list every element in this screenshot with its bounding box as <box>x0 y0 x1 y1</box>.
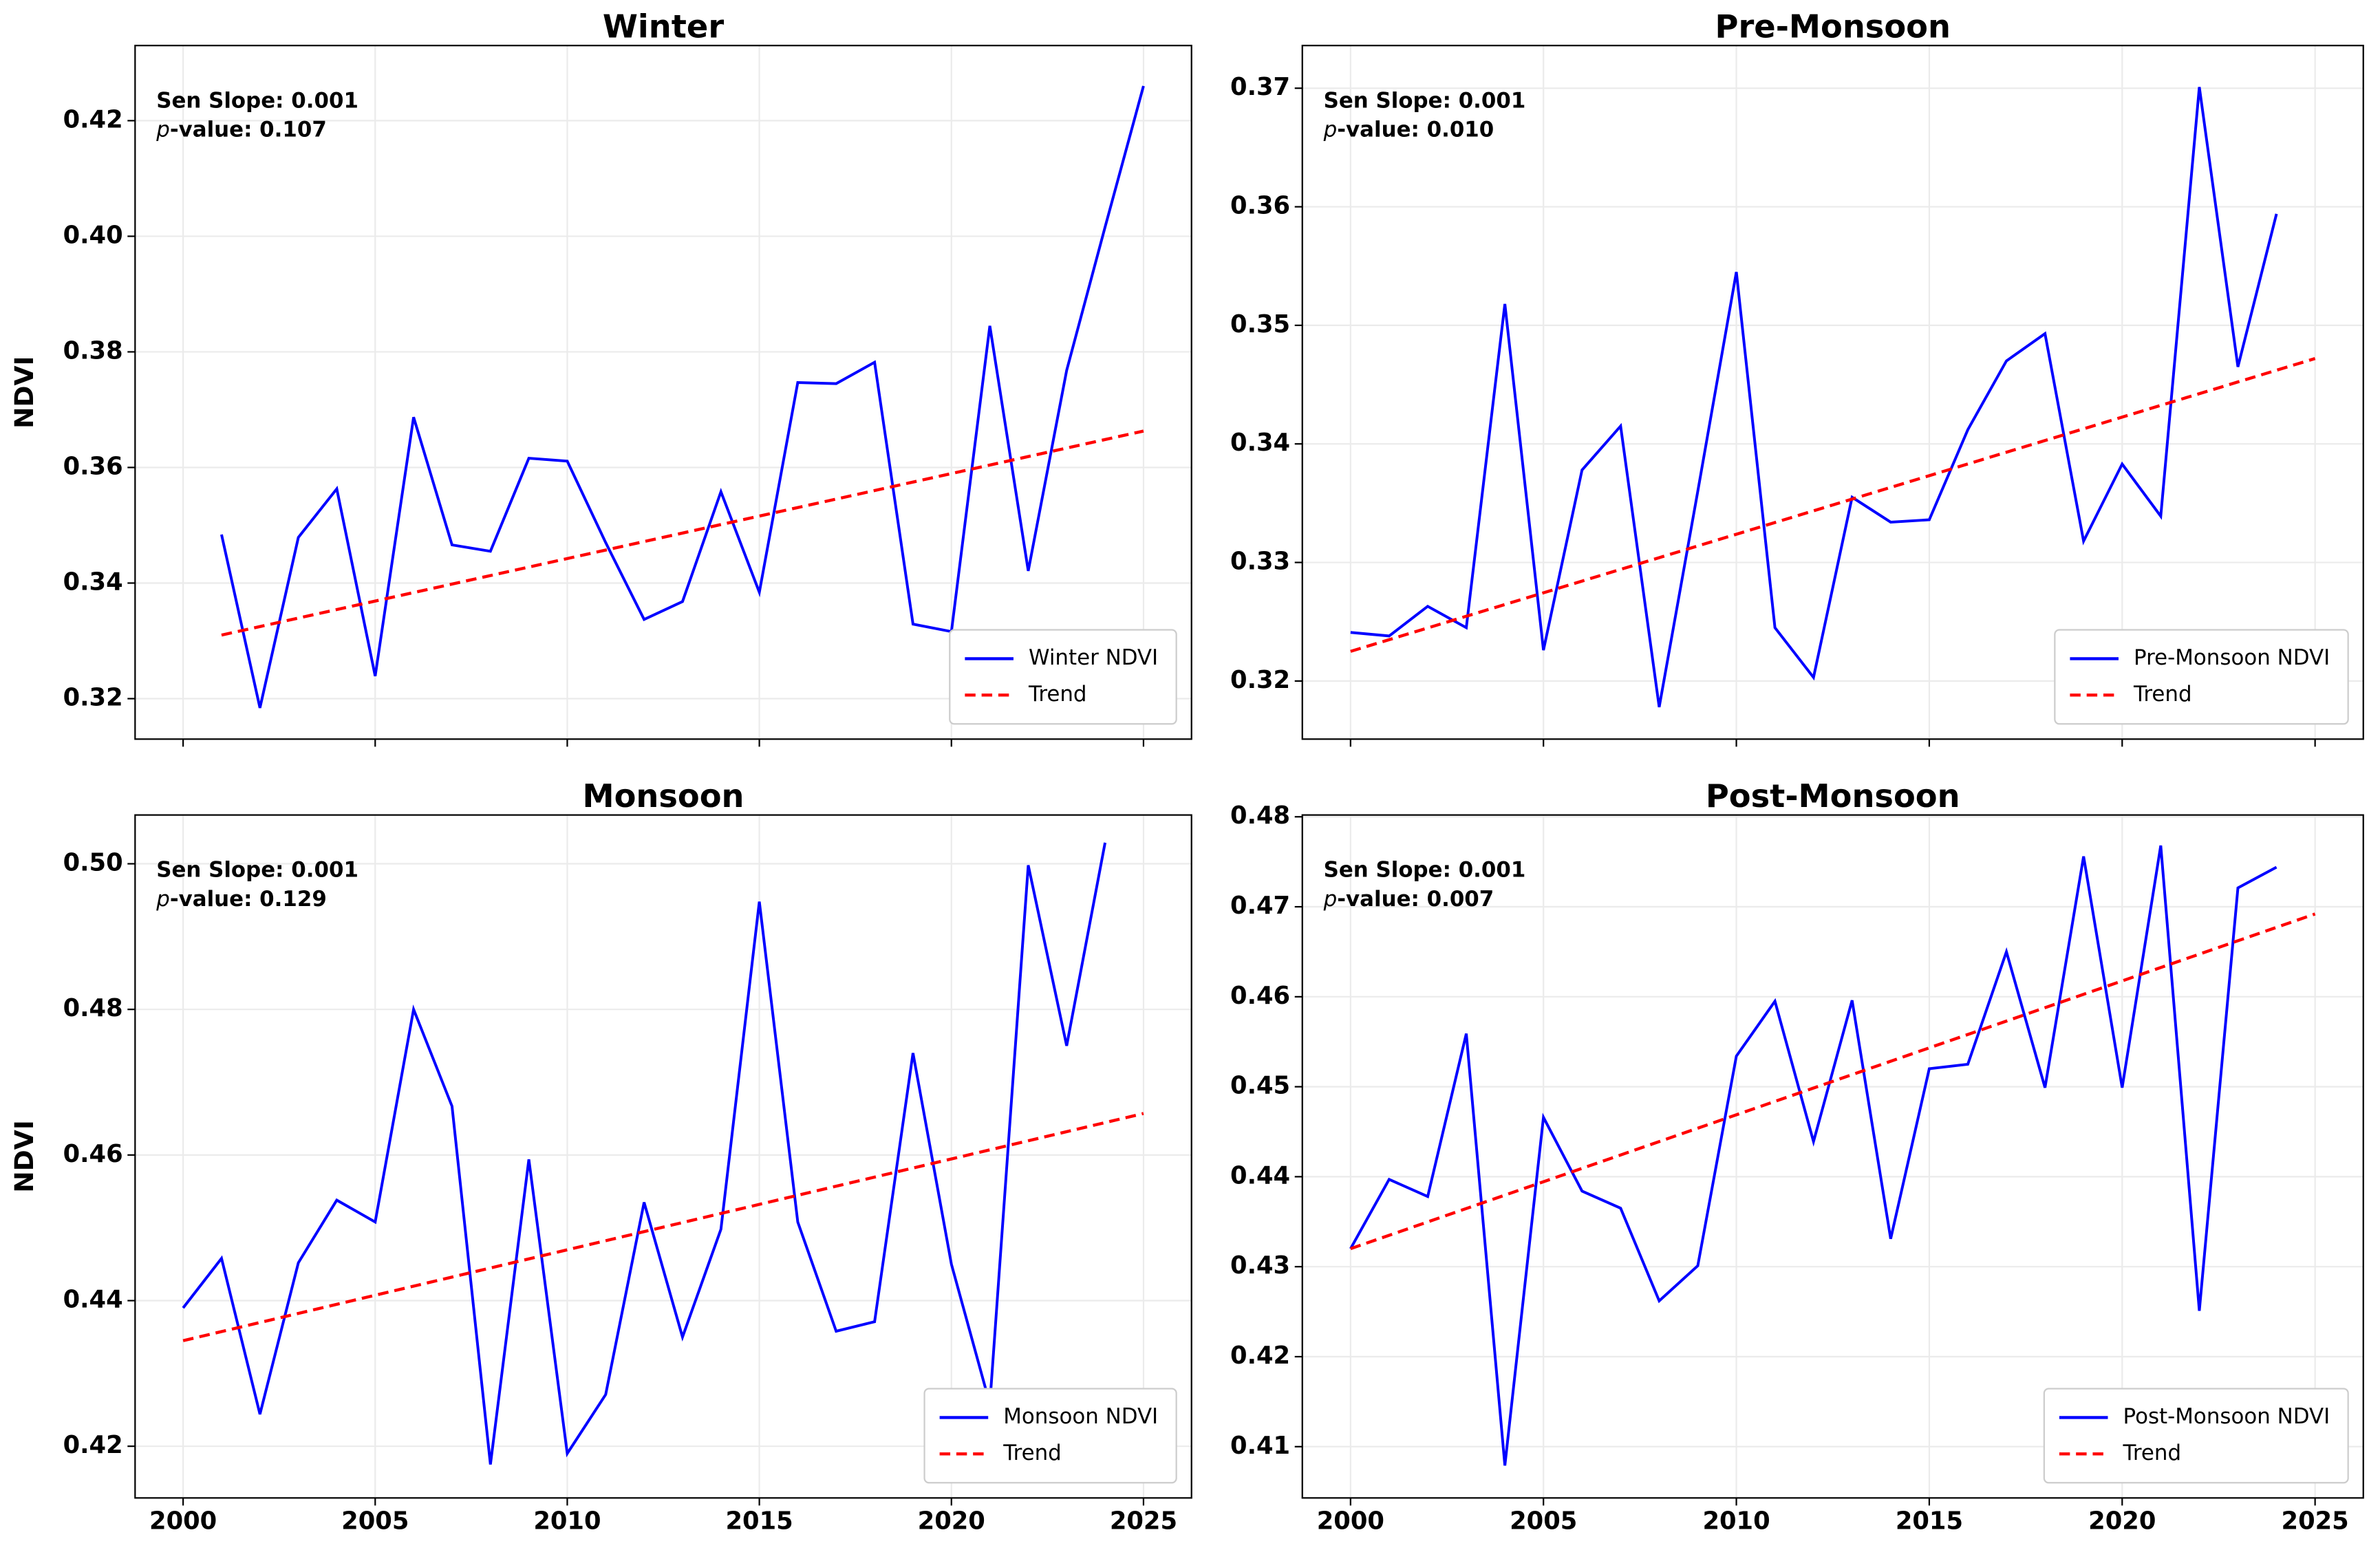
legend: Post-Monsoon NDVI Trend <box>2043 1388 2349 1484</box>
annotation: Sen Slope: 0.001 <box>156 88 358 113</box>
x-tick-label: 2015 <box>725 1507 793 1536</box>
y-tick-label: 0.42 <box>63 105 123 133</box>
x-tick-label: 2005 <box>341 1507 409 1536</box>
y-tick-label: 0.43 <box>1230 1251 1290 1280</box>
x-tick-label: 2005 <box>1510 1507 1577 1536</box>
y-tick-label: 0.32 <box>63 684 123 712</box>
data-line <box>1350 87 2278 708</box>
chart-title: Monsoon <box>582 777 744 815</box>
y-tick-label: 0.32 <box>1230 666 1290 694</box>
y-tick-label: 0.38 <box>63 336 123 365</box>
legend-box <box>923 1388 1177 1484</box>
x-tick-label: 2010 <box>1702 1507 1770 1536</box>
data-line <box>220 85 1145 709</box>
y-tick-label: 0.37 <box>1230 73 1290 101</box>
data-line <box>1350 357 2316 653</box>
y-tick-label: 0.42 <box>63 1431 123 1459</box>
annotation: p-value: 0.010 <box>1323 117 1494 142</box>
y-tick-label: 0.34 <box>63 568 123 596</box>
chart-title: Pre-Monsoon <box>1715 8 1951 45</box>
legend-label: Post-Monsoon NDVI <box>2123 1404 2330 1429</box>
legend-box <box>2043 1388 2349 1484</box>
chart-title: Post-Monsoon <box>1706 777 1960 815</box>
axes-frame <box>134 45 1192 740</box>
y-tick-label: 0.33 <box>1230 548 1290 576</box>
chart-title: Winter <box>603 8 724 45</box>
y-tick-label: 0.34 <box>1230 429 1290 457</box>
legend-label: Trend <box>2133 682 2192 707</box>
y-tick-label: 0.42 <box>1230 1342 1290 1370</box>
annotation: Sen Slope: 0.001 <box>1324 88 1526 113</box>
annotation: p-value: 0.007 <box>1323 887 1494 912</box>
y-tick-label: 0.46 <box>63 1140 123 1168</box>
y-axis-label: NDVI <box>9 1120 39 1193</box>
legend-label: Monsoon NDVI <box>1003 1404 1158 1429</box>
x-tick-label: 2020 <box>2088 1507 2156 1536</box>
y-tick-label: 0.45 <box>1230 1072 1290 1100</box>
x-tick-label: 2015 <box>1896 1507 1963 1536</box>
data-line <box>1350 912 2316 1251</box>
data-line <box>182 1112 1144 1342</box>
legend-label: Trend <box>1028 682 1087 707</box>
legend-label: Pre-Monsoon NDVI <box>2134 645 2330 670</box>
axes-frame <box>1301 814 2364 1499</box>
x-tick-label: 2020 <box>918 1507 985 1536</box>
legend-label: Winter NDVI <box>1029 645 1158 670</box>
x-tick-label: 2025 <box>2282 1507 2349 1536</box>
x-tick-label: 2025 <box>1110 1507 1177 1536</box>
annotation: p-value: 0.107 <box>156 117 327 142</box>
y-tick-label: 0.47 <box>1230 892 1290 920</box>
y-tick-label: 0.48 <box>63 994 123 1022</box>
x-tick-label: 2010 <box>533 1507 601 1536</box>
legend-label: Trend <box>1003 1441 1061 1465</box>
annotation: p-value: 0.129 <box>156 887 327 912</box>
y-tick-label: 0.50 <box>63 849 123 877</box>
x-tick-label: 2000 <box>1317 1507 1384 1536</box>
legend-box <box>949 629 1177 725</box>
y-tick-label: 0.44 <box>1230 1161 1290 1190</box>
y-tick-label: 0.36 <box>63 452 123 480</box>
annotation: Sen Slope: 0.001 <box>156 858 358 883</box>
annotation: Sen Slope: 0.001 <box>1324 858 1526 883</box>
y-tick-label: 0.46 <box>1230 982 1290 1010</box>
data-line <box>1349 845 2277 1466</box>
axes-frame <box>1301 45 2364 740</box>
data-line <box>182 842 1107 1465</box>
y-tick-label: 0.40 <box>63 221 123 249</box>
legend-label: Trend <box>2123 1441 2182 1465</box>
y-tick-label: 0.48 <box>1230 801 1290 830</box>
legend-box <box>2054 629 2349 725</box>
data-line <box>221 429 1144 637</box>
axes-frame <box>134 814 1192 1499</box>
y-tick-label: 0.36 <box>1230 192 1290 220</box>
y-tick-label: 0.41 <box>1230 1432 1290 1460</box>
legend: Pre-Monsoon NDVI Trend <box>2054 629 2349 725</box>
x-tick-label: 2000 <box>149 1507 217 1536</box>
legend: Winter NDVI Trend <box>949 629 1177 725</box>
y-tick-label: 0.44 <box>63 1286 123 1314</box>
y-axis-label: NDVI <box>9 356 39 429</box>
y-tick-label: 0.35 <box>1230 310 1290 338</box>
legend: Monsoon NDVI Trend <box>923 1388 1177 1484</box>
